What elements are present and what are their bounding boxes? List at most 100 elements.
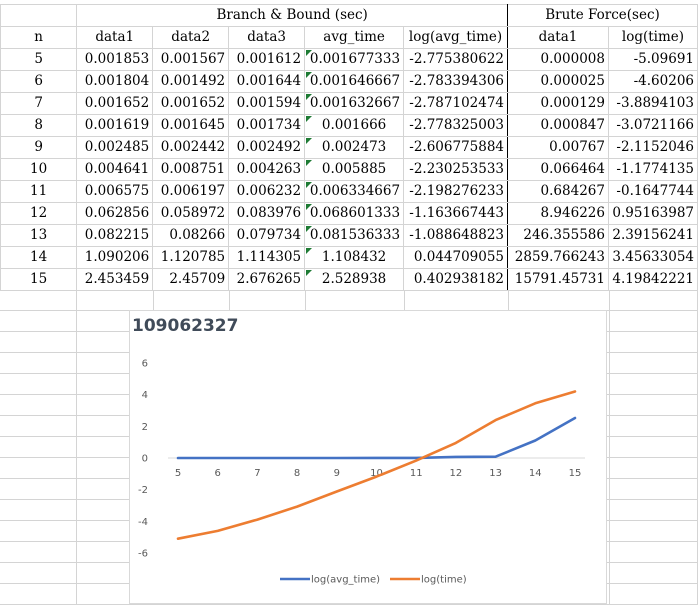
table-cell[interactable]: -5.09691 — [607, 48, 698, 71]
table-cell[interactable]: 0.001804 — [76, 70, 154, 93]
table-cell[interactable]: 0.001612 — [228, 48, 306, 71]
table-cell[interactable]: 0.079734 — [228, 224, 306, 247]
branch-bound-header[interactable]: Branch & Bound (sec) — [76, 4, 509, 27]
table-cell[interactable]: 0.001646667 — [304, 70, 405, 93]
table-cell[interactable]: 0.004641 — [76, 158, 154, 181]
table-cell[interactable]: 14 — [0, 246, 78, 269]
table-cell[interactable]: -2.606775884 — [403, 136, 509, 159]
table-cell[interactable]: 11 — [0, 180, 78, 203]
table-cell[interactable]: -0.1647744 — [607, 180, 698, 203]
table-cell[interactable]: 0.005885 — [304, 158, 405, 181]
table-cell[interactable]: 0.95163987 — [607, 202, 698, 225]
table-cell[interactable]: 246.355586 — [507, 224, 609, 247]
table-cell[interactable]: 0.044709055 — [403, 246, 509, 269]
table-cell[interactable]: 0.006334667 — [304, 180, 405, 203]
col-header-avg-time[interactable]: avg_time — [304, 26, 405, 49]
table-cell[interactable]: -2.1152046 — [607, 136, 698, 159]
table-cell[interactable]: 9 — [0, 136, 78, 159]
table-cell[interactable]: 15 — [0, 268, 78, 291]
table-cell[interactable]: 0.001853 — [76, 48, 154, 71]
table-cell[interactable]: 2859.766243 — [507, 246, 609, 269]
table-cell[interactable]: 2.45709 — [152, 268, 230, 291]
table-cell[interactable]: -3.8894103 — [607, 92, 698, 115]
table-cell[interactable]: 0.001652 — [152, 92, 230, 115]
col-header-data1[interactable]: data1 — [76, 26, 154, 49]
col-header-data3[interactable]: data3 — [228, 26, 306, 49]
table-cell[interactable]: 0.006575 — [76, 180, 154, 203]
table-cell[interactable]: 0.058972 — [152, 202, 230, 225]
table-cell[interactable]: 13 — [0, 224, 78, 247]
table-cell[interactable]: -4.60206 — [607, 70, 698, 93]
table-cell[interactable]: -2.783394306 — [403, 70, 509, 93]
table-cell[interactable]: 6 — [0, 70, 78, 93]
table-cell[interactable]: 0.000129 — [507, 92, 609, 115]
table-cell[interactable]: 2.39156241 — [607, 224, 698, 247]
table-cell[interactable]: 0.684267 — [507, 180, 609, 203]
table-cell[interactable]: 0.001632667 — [304, 92, 405, 115]
table-cell[interactable]: 1.114305 — [228, 246, 306, 269]
table-cell[interactable]: 2.453459 — [76, 268, 154, 291]
table-cell[interactable]: 0.001666 — [304, 114, 405, 137]
table-cell[interactable]: 3.45633054 — [607, 246, 698, 269]
table-cell[interactable]: 0.001567 — [152, 48, 230, 71]
table-cell[interactable]: 0.066464 — [507, 158, 609, 181]
table-cell[interactable]: -1.163667443 — [403, 202, 509, 225]
col-header-data2[interactable]: data2 — [152, 26, 230, 49]
table-cell[interactable]: 8.946226 — [507, 202, 609, 225]
table-cell[interactable]: 0.002473 — [304, 136, 405, 159]
table-cell[interactable]: 0.006232 — [228, 180, 306, 203]
table-cell[interactable]: 0.001652 — [76, 92, 154, 115]
table-cell[interactable]: 0.081536333 — [304, 224, 405, 247]
table-cell[interactable]: 7 — [0, 92, 78, 115]
table-cell[interactable]: -1.1774135 — [607, 158, 698, 181]
table-cell[interactable]: 0.083976 — [228, 202, 306, 225]
table-cell[interactable]: 0.00767 — [507, 136, 609, 159]
table-cell[interactable]: 8 — [0, 114, 78, 137]
table-cell[interactable]: 15791.45731 — [507, 268, 609, 291]
col-header-log-avg-time[interactable]: log(avg_time) — [403, 26, 509, 49]
table-cell[interactable]: 0.006197 — [152, 180, 230, 203]
table-cell[interactable]: 1.090206 — [76, 246, 154, 269]
table-cell[interactable]: 0.000025 — [507, 70, 609, 93]
table-cell[interactable]: 0.008751 — [152, 158, 230, 181]
table-cell[interactable]: 12 — [0, 202, 78, 225]
table-cell[interactable]: 0.001677333 — [304, 48, 405, 71]
table-cell[interactable]: 0.001734 — [228, 114, 306, 137]
table-cell[interactable]: 0.000008 — [507, 48, 609, 71]
table-cell[interactable]: 0.002492 — [228, 136, 306, 159]
table-cell[interactable]: 0.082215 — [76, 224, 154, 247]
table-cell[interactable]: -2.787102474 — [403, 92, 509, 115]
line-chart[interactable]: 6 4 2 0 -2 -4 -6 5 6 7 8 9 10 11 12 13 14 15 log(avg_time)… — [129, 310, 607, 604]
table-cell[interactable]: 0.001619 — [76, 114, 154, 137]
table-cell[interactable]: 0.001644 — [228, 70, 306, 93]
table-cell[interactable]: 0.068601333 — [304, 202, 405, 225]
col-header-bf-data1[interactable]: data1 — [507, 26, 609, 49]
table-cell[interactable]: -2.775380622 — [403, 48, 509, 71]
table-cell[interactable]: -2.778325003 — [403, 114, 509, 137]
table-cell[interactable]: 1.120785 — [152, 246, 230, 269]
table-cell[interactable]: 0.062856 — [76, 202, 154, 225]
table-cell[interactable]: -2.230253533 — [403, 158, 509, 181]
table-cell[interactable]: 2.528938 — [304, 268, 405, 291]
table-cell[interactable]: -1.088648823 — [403, 224, 509, 247]
col-header-n[interactable]: n — [0, 26, 78, 49]
table-cell[interactable]: -2.198276233 — [403, 180, 509, 203]
table-cell[interactable]: 0.001645 — [152, 114, 230, 137]
table-cell[interactable]: 0.000847 — [507, 114, 609, 137]
table-cell[interactable]: 0.002485 — [76, 136, 154, 159]
table-cell[interactable]: 0.08266 — [152, 224, 230, 247]
table-cell[interactable]: 0.001492 — [152, 70, 230, 93]
brute-force-header[interactable]: Brute Force(sec) — [507, 4, 698, 27]
col-header-log-time[interactable]: log(time) — [607, 26, 698, 49]
table-cell[interactable]: 10 — [0, 158, 78, 181]
table-cell[interactable]: 0.001594 — [228, 92, 306, 115]
table-cell[interactable]: 2.676265 — [228, 268, 306, 291]
table-cell[interactable]: 4.19842221 — [607, 268, 698, 291]
table-cell[interactable]: 5 — [0, 48, 78, 71]
blank-cell[interactable] — [0, 4, 78, 27]
table-cell[interactable]: 1.108432 — [304, 246, 405, 269]
table-cell[interactable]: 0.402938182 — [403, 268, 509, 291]
table-cell[interactable]: 0.004263 — [228, 158, 306, 181]
table-cell[interactable]: 0.002442 — [152, 136, 230, 159]
table-cell[interactable]: -3.0721166 — [607, 114, 698, 137]
